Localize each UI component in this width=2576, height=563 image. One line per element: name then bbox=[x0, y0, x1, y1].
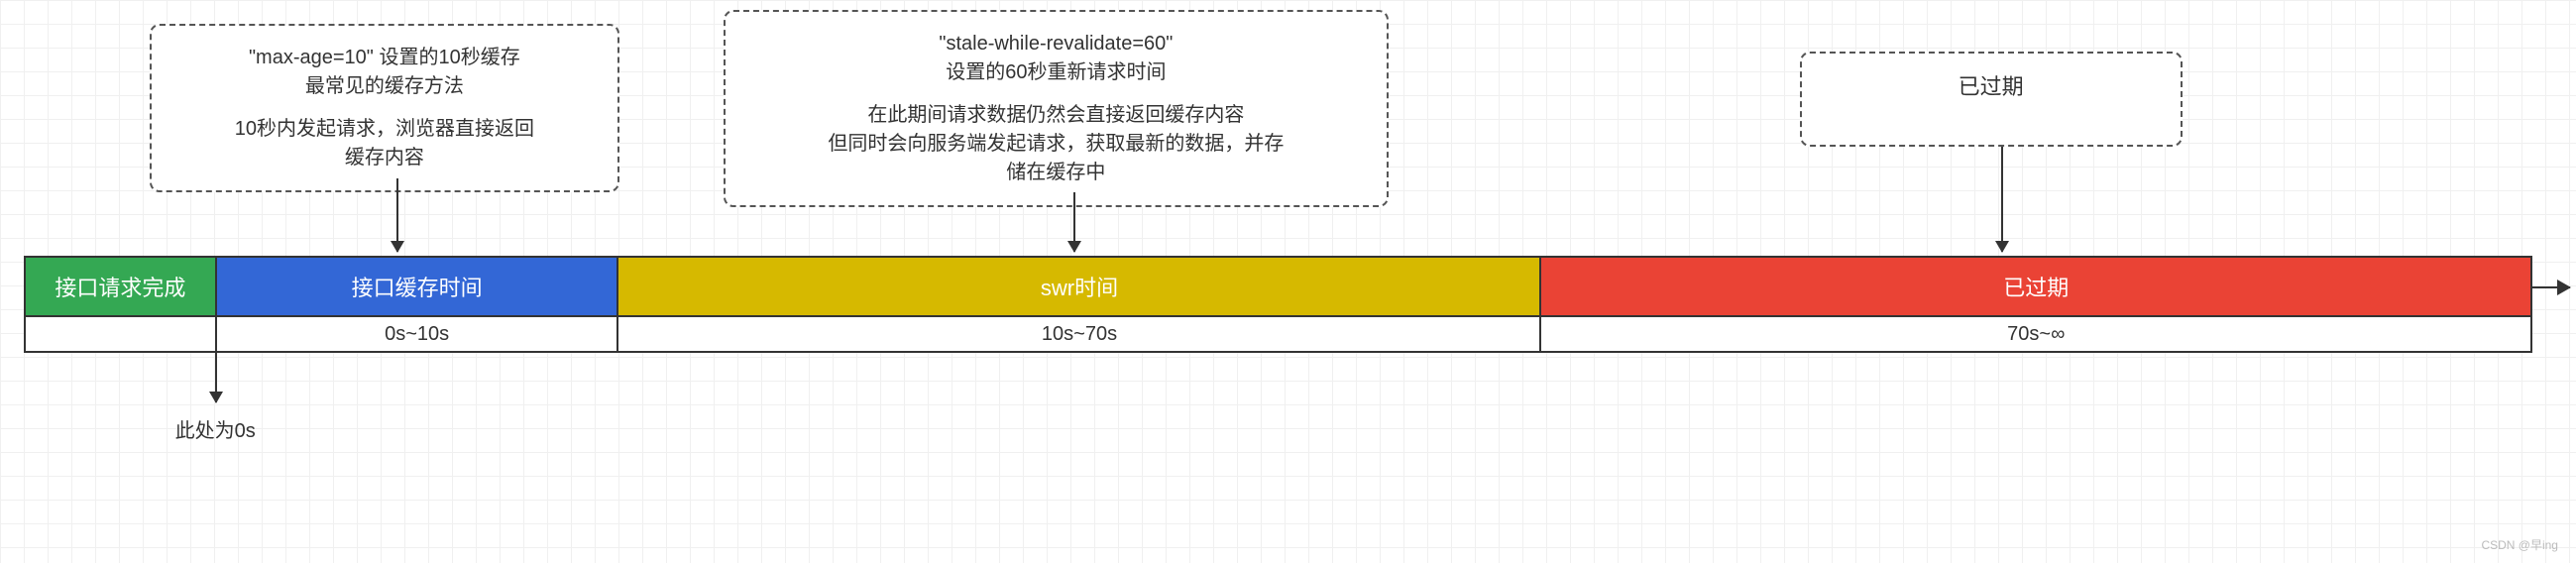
watermark: CSDN @早ing bbox=[2481, 536, 2558, 553]
zero-tick-arrow bbox=[215, 353, 217, 402]
rng-swr: 10s~70s bbox=[618, 317, 1541, 351]
diagram-stage: 接口请求完成接口缓存时间swr时间已过期0s~10s10s~70s70s~∞"m… bbox=[0, 0, 2576, 563]
seg-swr: swr时间 bbox=[618, 258, 1541, 315]
callout-maxage-line: 最常见的缓存方法 bbox=[175, 72, 595, 101]
callout-swr-line: "stale-while-revalidate=60" bbox=[749, 30, 1363, 58]
callout-swr-line: 在此期间请求数据仍然会直接返回缓存内容 bbox=[749, 101, 1363, 130]
range-row: 0s~10s10s~70s70s~∞ bbox=[24, 317, 2532, 353]
callout-expired-arrow bbox=[2001, 147, 2003, 252]
rng-first bbox=[26, 317, 217, 351]
seg-cache: 接口缓存时间 bbox=[217, 258, 619, 315]
callout-swr-line: 储在缓存中 bbox=[749, 159, 1363, 187]
timeline-row: 接口请求完成接口缓存时间swr时间已过期 bbox=[24, 256, 2532, 317]
callout-maxage-line: 缓存内容 bbox=[175, 144, 595, 172]
zero-tick-label: 此处为0s bbox=[175, 414, 256, 443]
seg-expired: 已过期 bbox=[1541, 258, 2530, 315]
rng-exp: 70s~∞ bbox=[1541, 317, 2530, 351]
callout-expired: 已过期 bbox=[1800, 52, 2183, 147]
seg-complete: 接口请求完成 bbox=[26, 258, 217, 315]
callout-maxage-line: 10秒内发起请求，浏览器直接返回 bbox=[175, 115, 595, 144]
callout-maxage: "max-age=10" 设置的10秒缓存最常见的缓存方法 10秒内发起请求，浏览… bbox=[150, 24, 620, 192]
callout-maxage-line: "max-age=10" 设置的10秒缓存 bbox=[175, 44, 595, 72]
callout-swr-line: 但同时会向服务端发起请求，获取最新的数据，并存 bbox=[749, 130, 1363, 159]
callout-swr-line: 设置的60秒重新请求时间 bbox=[749, 58, 1363, 87]
callout-maxage-arrow bbox=[396, 178, 398, 252]
callout-swr-arrow bbox=[1073, 192, 1075, 252]
callout-swr: "stale-while-revalidate=60"设置的60秒重新请求时间在… bbox=[724, 10, 1389, 207]
timeline-axis-arrow bbox=[2532, 286, 2570, 288]
rng-cache: 0s~10s bbox=[217, 317, 619, 351]
callout-expired-line: 已过期 bbox=[1826, 71, 2157, 103]
